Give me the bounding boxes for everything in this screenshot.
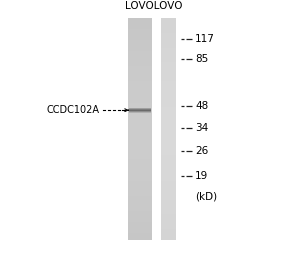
Text: 48: 48 [195, 101, 208, 111]
Text: 34: 34 [195, 123, 208, 133]
Text: 117: 117 [195, 34, 215, 44]
Text: CCDC102A: CCDC102A [46, 105, 99, 115]
Text: 85: 85 [195, 54, 208, 64]
Text: (kD): (kD) [195, 192, 217, 202]
Text: 26: 26 [195, 146, 208, 156]
Text: LOVOLOVO: LOVOLOVO [125, 2, 183, 11]
Text: 19: 19 [195, 171, 208, 181]
